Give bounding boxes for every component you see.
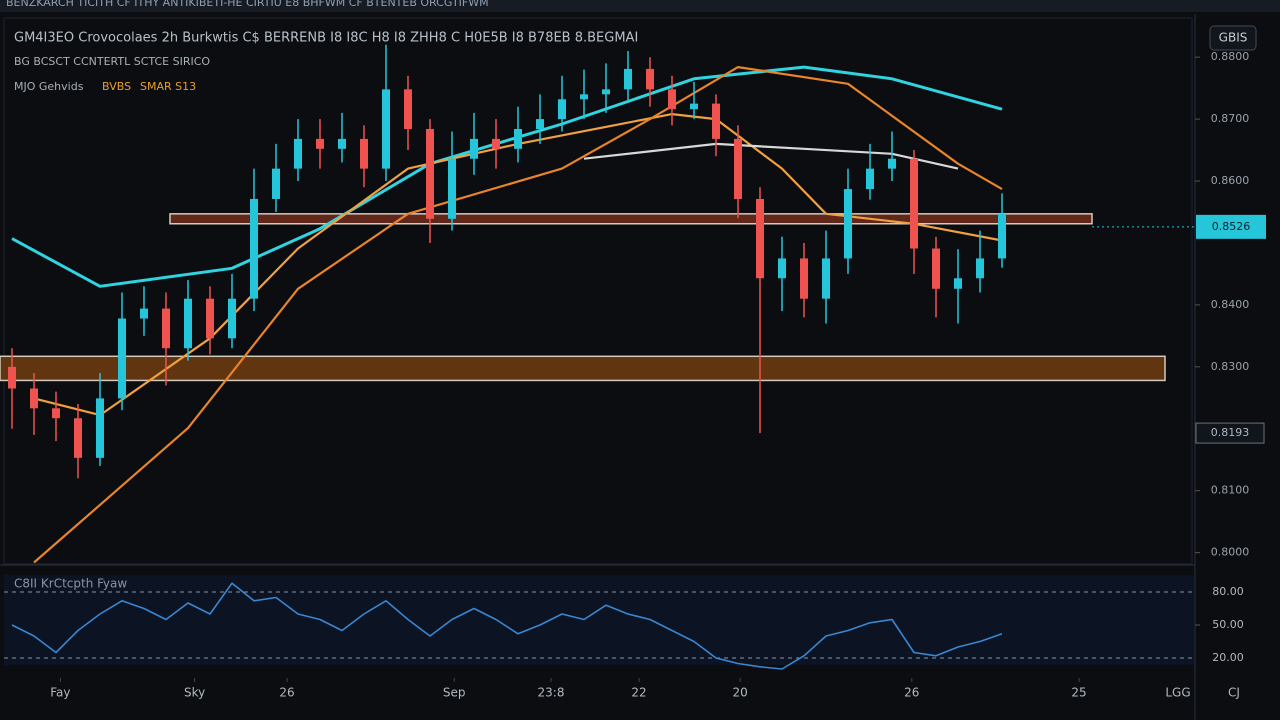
y-tick-label: 0.8800 (1211, 50, 1250, 63)
x-tick-label: Sep (443, 686, 466, 700)
price-zone (169, 213, 1093, 225)
candle-body (778, 258, 787, 279)
candle-body (469, 138, 478, 159)
candle-body (29, 388, 38, 409)
candle-body (800, 258, 809, 299)
candle-body (403, 89, 412, 129)
candle-body (998, 213, 1007, 259)
candle-body (602, 89, 611, 95)
info-line: BG BCSCT CCNTERTL SCTCE SIRICO (14, 55, 210, 68)
candle-body (646, 68, 655, 90)
x-tick-label: 25 (1071, 686, 1086, 700)
candle-body (293, 138, 302, 169)
candle-body (579, 94, 588, 100)
candle-body (117, 318, 126, 399)
candle-body (425, 129, 434, 219)
chart-title: GM4I3EO Crovocolaes 2h Burkwtis C$ BERRE… (14, 31, 638, 46)
y-tick-label: 0.8600 (1211, 174, 1250, 187)
candle-body (249, 198, 258, 299)
top-strip (0, 0, 1280, 12)
y-tick-label: 0.8700 (1211, 112, 1250, 125)
candle-body (337, 138, 346, 149)
candle-body (624, 68, 633, 90)
candle-body (557, 99, 566, 120)
candle-body (513, 129, 522, 149)
x-tick-label: 20 (733, 686, 748, 700)
candle-body (315, 138, 324, 149)
x-tick-label: Fay (50, 686, 70, 700)
candle-body (447, 158, 456, 219)
candle-body (205, 298, 214, 339)
candle-body (183, 298, 192, 349)
indicator-label: SMAR S13 (140, 80, 196, 93)
candle-body (712, 103, 721, 139)
oscillator-title: C8II KrCtcpth Fyaw (14, 577, 127, 591)
candle-body (954, 278, 963, 289)
candle-body (51, 408, 60, 419)
candle-body (932, 248, 941, 289)
y-tick-label: 0.8000 (1211, 546, 1250, 559)
scale-button-label[interactable]: GBIS (1219, 31, 1248, 45)
oscillator-tick-label: 50.00 (1212, 618, 1244, 631)
strip-text: BENZKARCH TICITH CF ITHY ANTIKIBETI-HE C… (6, 0, 489, 9)
chart-frame (3, 17, 1193, 565)
candle-body (976, 258, 985, 279)
candle-body (690, 103, 699, 110)
candle-body (535, 119, 544, 129)
corner-label[interactable]: LGG (1165, 686, 1190, 700)
last-price-box (1196, 214, 1266, 239)
candle-body (844, 189, 853, 259)
x-tick-label: 26 (279, 686, 294, 700)
y-tick-label: 0.8100 (1211, 484, 1250, 497)
candle-body (271, 168, 280, 199)
candle-body (888, 158, 897, 169)
low-marker-label: 0.8193 (1211, 426, 1250, 439)
x-tick-label: 22 (631, 686, 646, 700)
oscillator-line (11, 582, 1003, 670)
indicator-label: MJO Gehvids (14, 80, 84, 93)
candle-body (491, 138, 500, 149)
candle-body (381, 89, 390, 169)
candle-body (95, 398, 104, 458)
indicator-label: BVBS (102, 80, 131, 93)
candle-body (227, 298, 236, 339)
candle-body (734, 138, 743, 199)
oscillator-panel (4, 575, 1194, 665)
candle-body (910, 158, 919, 249)
moving-average (33, 66, 1003, 564)
oscillator-tick-label: 20.00 (1212, 651, 1244, 664)
y-tick-label: 0.8300 (1211, 360, 1250, 373)
candle-body (7, 366, 16, 389)
oscillator-tick-label: 80.00 (1212, 585, 1244, 598)
candle-body (139, 308, 148, 319)
candle-body (359, 138, 368, 169)
scale-button[interactable] (1209, 25, 1257, 51)
candle-body (756, 198, 765, 279)
candle-body (822, 258, 831, 299)
moving-average (33, 113, 1003, 417)
x-tick-label: 23:8 (538, 686, 565, 700)
x-tick-label: 26 (904, 686, 919, 700)
y-tick-label: 0.8400 (1211, 298, 1250, 311)
candle-body (161, 308, 170, 349)
last-price-label: 0.8526 (1212, 220, 1251, 233)
candle-body (73, 418, 82, 458)
low-marker-box (1195, 422, 1265, 444)
price-zone (0, 355, 1166, 382)
candle-body (668, 89, 677, 110)
x-tick-label: Sky (184, 686, 205, 700)
corner-icon[interactable]: CJ (1228, 686, 1240, 700)
candle-body (866, 168, 875, 190)
